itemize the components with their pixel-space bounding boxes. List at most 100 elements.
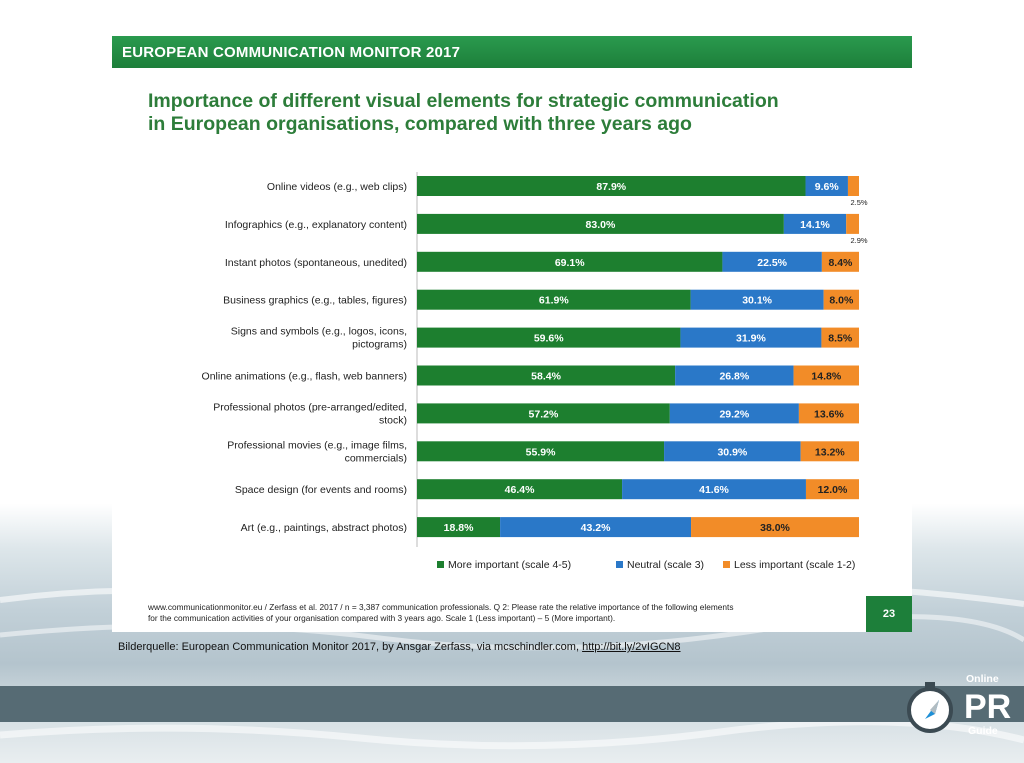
compass-crown [925,682,935,688]
data-label: 41.6% [699,484,729,496]
category-label: Business graphics (e.g., tables, figures… [223,295,407,307]
data-label: 69.1% [555,257,585,269]
footer-note-line-2: for the communication activities of your… [148,613,616,623]
stacked-bar-chart: Online videos (e.g., web clips) 87.9% 9.6%… [202,172,868,571]
data-label: 13.2% [815,446,845,458]
bar-segment [417,403,670,424]
category-label: Infographics (e.g., explanatory content) [225,219,407,231]
bar-segment [417,517,501,538]
bar-segment [722,251,822,272]
data-label: 38.0% [760,522,790,534]
header-bar: EUROPEAN COMMUNICATION MONITOR 2017 [112,36,912,68]
bar-segment [669,403,799,424]
bar-segment [417,365,676,386]
bar-segment [675,365,794,386]
footer-note-line-1: www.communicationmonitor.eu / Zerfass et… [148,602,734,612]
bar-segment [783,213,847,234]
category-label: Professional movies (e.g., image films, [227,439,407,451]
data-label: 2.5% [850,198,867,207]
data-label: 31.9% [736,333,766,345]
bar-segment [417,441,665,462]
compass-needle-tail [930,700,939,714]
bar-segment [417,251,723,272]
data-label: 43.2% [581,522,611,534]
data-label: 22.5% [757,257,787,269]
legend-swatch [616,561,623,568]
logo-text-pr: PR [964,688,1011,726]
bar-segment [680,327,822,348]
bar-segment [664,441,801,462]
category-label: Online videos (e.g., web clips) [267,181,407,193]
data-label: 12.0% [818,484,848,496]
slide-title-line-2: in European organisations, compared with… [148,113,692,135]
image-caption: Bilderquelle: European Communication Mon… [118,641,681,653]
category-label: Space design (for events and rooms) [235,484,407,496]
bar-segment [690,289,824,310]
data-label: 14.1% [800,219,830,231]
legend-label: Less important (scale 1-2) [734,559,855,571]
slide-title-line-1: Importance of different visual elements … [148,90,779,112]
legend-swatch [437,561,444,568]
data-label: 8.5% [828,333,853,345]
data-label: 26.8% [719,371,749,383]
logo-text-online: Online [966,673,999,685]
data-label: 2.9% [850,236,867,245]
legend-label: More important (scale 4-5) [448,559,571,571]
bar-segment [821,251,859,272]
category-label-line-2: pictograms) [352,339,407,351]
data-label: 14.8% [811,371,841,383]
legend-swatch [723,561,730,568]
bottom-band [0,686,1024,722]
bar-segment [622,479,806,500]
category-label: Online animations (e.g., flash, web bann… [202,371,407,383]
bar-segment [417,327,681,348]
data-label: 30.9% [717,446,747,458]
data-label: 57.2% [529,408,559,420]
bar-segment [417,479,623,500]
data-label: 55.9% [526,446,556,458]
data-label: 8.4% [828,257,853,269]
category-label-line-2: commercials) [345,452,407,464]
bar-segment [805,176,848,196]
bar-segment [798,403,859,424]
data-label: 30.1% [742,295,772,307]
data-label: 18.8% [444,522,474,534]
bar-segment [417,289,691,310]
online-pr-guide-logo[interactable]: Online PR Guide [904,666,1016,756]
footer-note: www.communicationmonitor.eu / Zerfass et… [148,602,878,624]
category-label: Professional photos (pre-arranged/edited… [213,401,407,413]
logo-text-guide: Guide [968,725,998,737]
bar-segment [846,213,859,234]
slide-title: Importance of different visual elements … [148,90,868,136]
bar-segment [821,327,859,348]
data-label: 9.6% [815,181,840,193]
bar-segment [800,441,859,462]
slide: EUROPEAN COMMUNICATION MONITOR 2017 Impo… [112,36,912,632]
bar-segment [417,213,784,234]
header-title: EUROPEAN COMMUNICATION MONITOR 2017 [122,44,461,61]
page-number: 23 [866,596,912,632]
legend-label: Neutral (scale 3) [627,559,704,571]
data-label: 83.0% [586,219,616,231]
bar-segment [500,517,692,538]
caption-text: Bilderquelle: European Communication Mon… [118,641,580,653]
bar-segment [805,479,859,500]
data-label: 46.4% [505,484,535,496]
data-label: 29.2% [719,408,749,420]
category-label: Art (e.g., paintings, abstract photos) [241,522,407,534]
category-label: Instant photos (spontaneous, unedited) [225,257,407,269]
bar-segment [691,517,859,538]
data-label: 8.0% [829,295,854,307]
bar-segment [847,176,859,196]
data-label: 58.4% [531,371,561,383]
data-label: 13.6% [814,408,844,420]
bar-segment [823,289,859,310]
bar-segment [417,176,806,196]
category-label: Signs and symbols (e.g., logos, icons, [231,326,407,338]
data-label: 61.9% [539,295,569,307]
caption-link[interactable]: http://bit.ly/2vIGCN8 [582,641,681,653]
data-label: 59.6% [534,333,564,345]
category-label-line-2: stock) [379,414,407,426]
data-label: 87.9% [596,181,626,193]
bar-segment [793,365,859,386]
